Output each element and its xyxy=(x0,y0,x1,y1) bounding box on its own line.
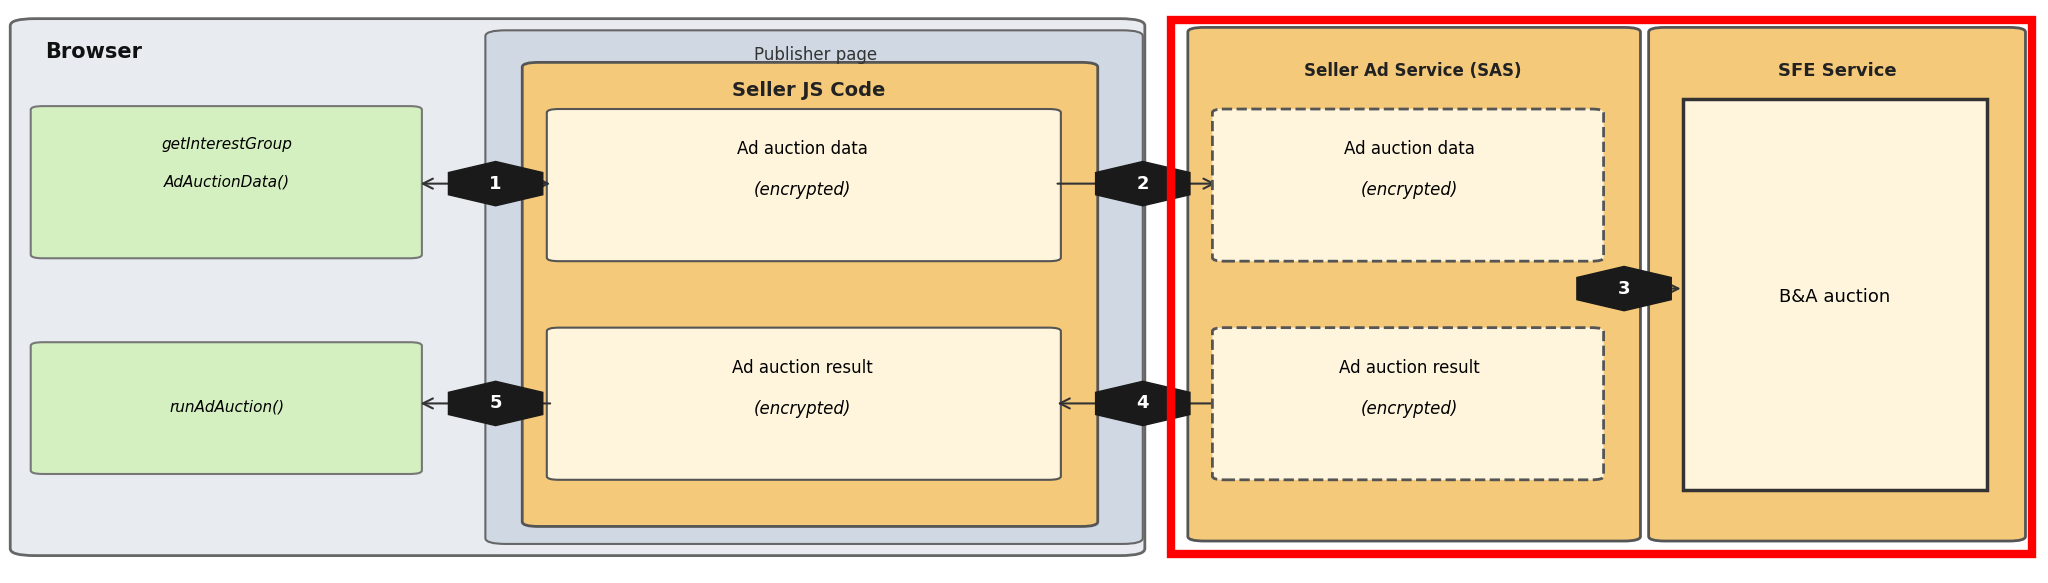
Text: Publisher page: Publisher page xyxy=(754,47,877,64)
Polygon shape xyxy=(1096,161,1190,206)
FancyBboxPatch shape xyxy=(547,109,1061,261)
Polygon shape xyxy=(1577,266,1671,311)
FancyBboxPatch shape xyxy=(485,30,1143,544)
Text: Ad auction result: Ad auction result xyxy=(1339,359,1479,377)
Text: 4: 4 xyxy=(1137,395,1149,412)
Text: (encrypted): (encrypted) xyxy=(1360,181,1458,199)
Text: Ad auction data: Ad auction data xyxy=(737,141,868,159)
FancyBboxPatch shape xyxy=(547,328,1061,480)
Text: Browser: Browser xyxy=(45,43,141,62)
FancyBboxPatch shape xyxy=(31,342,422,474)
Text: Ad auction data: Ad auction data xyxy=(1343,141,1475,159)
Text: Ad auction result: Ad auction result xyxy=(733,359,872,377)
Text: (encrypted): (encrypted) xyxy=(1360,400,1458,418)
Text: Seller Ad Service (SAS): Seller Ad Service (SAS) xyxy=(1305,62,1522,80)
Bar xyxy=(1683,99,1987,490)
Text: (encrypted): (encrypted) xyxy=(754,400,852,418)
Text: getInterestGroup: getInterestGroup xyxy=(162,136,293,152)
Text: 2: 2 xyxy=(1137,175,1149,192)
Text: 5: 5 xyxy=(489,395,502,412)
FancyBboxPatch shape xyxy=(1212,109,1604,261)
Polygon shape xyxy=(449,381,543,426)
FancyBboxPatch shape xyxy=(31,106,422,258)
Text: (encrypted): (encrypted) xyxy=(754,181,852,199)
FancyBboxPatch shape xyxy=(1649,27,2025,541)
Text: AdAuctionData(): AdAuctionData() xyxy=(164,174,291,189)
Text: runAdAuction(): runAdAuction() xyxy=(170,399,285,414)
FancyBboxPatch shape xyxy=(522,62,1098,526)
Text: 1: 1 xyxy=(489,175,502,192)
Polygon shape xyxy=(449,161,543,206)
FancyBboxPatch shape xyxy=(1188,27,1640,541)
Bar xyxy=(1171,20,2032,554)
Text: B&A auction: B&A auction xyxy=(1780,289,1890,306)
FancyBboxPatch shape xyxy=(10,19,1145,556)
Polygon shape xyxy=(1096,381,1190,426)
Text: Seller JS Code: Seller JS Code xyxy=(733,81,885,100)
Text: 3: 3 xyxy=(1618,280,1630,297)
FancyBboxPatch shape xyxy=(1212,328,1604,480)
Text: SFE Service: SFE Service xyxy=(1778,62,1896,80)
